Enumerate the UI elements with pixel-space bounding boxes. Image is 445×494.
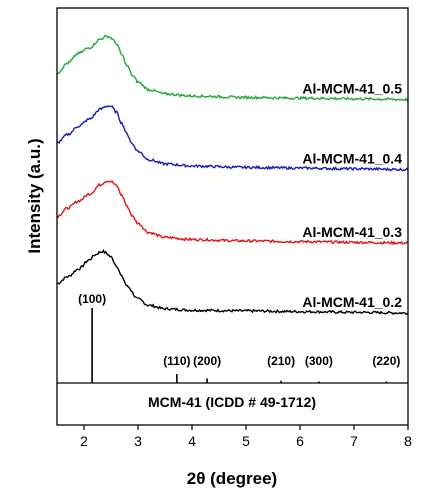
- reference-peak-label-2: (110): [163, 354, 190, 368]
- x-tick-label: 8: [404, 433, 412, 449]
- x-tick-label: 2: [80, 433, 88, 449]
- x-tick-label: 5: [242, 433, 250, 449]
- reference-peak-label-5: (300): [305, 354, 333, 368]
- curves-group: Al-MCM-41_0.2 Al-MCM-41_0.3 Al-MCM-41_0.4 A…: [56, 34, 409, 315]
- y-axis-label: Intensity (a.u.): [25, 138, 44, 253]
- x-tick-label: 3: [134, 433, 142, 449]
- series-line-2: [56, 180, 409, 246]
- reference-peak-label-3: (200): [193, 354, 221, 368]
- reference-peak-label-6: (220): [372, 354, 400, 368]
- series-line-1: [56, 248, 409, 315]
- reference-peak-label-1: (100): [78, 292, 106, 306]
- series-label-1: Al-MCM-41_0.2: [302, 294, 402, 310]
- series-line-4: [56, 34, 409, 102]
- x-axis-ticks: 2 3 4 5 6 7 8: [80, 425, 412, 449]
- reference-peak-label-4: (210): [267, 354, 295, 368]
- plot-frame: [56, 7, 409, 426]
- x-tick-label: 4: [188, 433, 196, 449]
- series-label-4: Al-MCM-41_0.5: [302, 81, 402, 97]
- reference-label: MCM-41 (ICDD # 49-1712): [148, 394, 316, 410]
- reference-pattern: (100) (110) (200) (210) (300) (220): [78, 292, 400, 383]
- series-line-3: [56, 105, 409, 172]
- x-tick-label: 6: [296, 433, 304, 449]
- x-axis-label: 2θ (degree): [187, 469, 277, 488]
- x-tick-label: 7: [350, 433, 358, 449]
- series-label-3: Al-MCM-41_0.4: [302, 151, 402, 167]
- series-label-2: Al-MCM-41_0.3: [302, 224, 402, 240]
